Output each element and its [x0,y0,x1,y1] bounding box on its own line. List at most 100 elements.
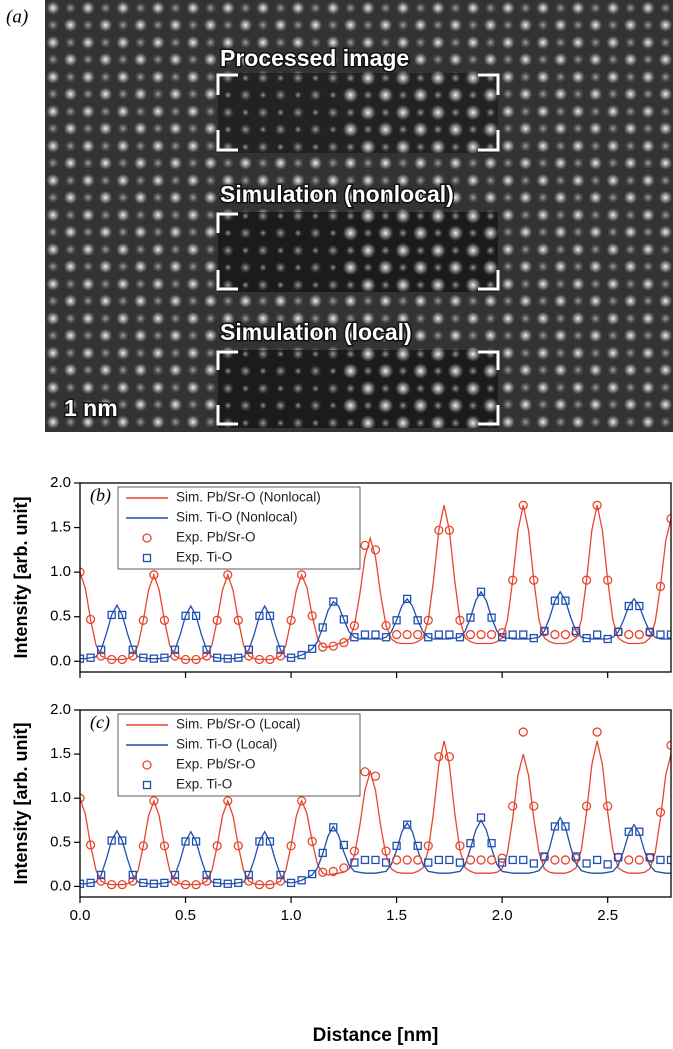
marker [318,623,327,632]
marker [603,575,613,585]
plot-area [80,500,671,665]
marker [275,651,286,661]
marker [86,653,95,662]
legend-box [117,486,361,570]
marker [581,575,592,585]
marker [244,876,254,886]
legend-swatch [142,780,152,790]
marker [465,629,476,640]
marker [497,858,507,867]
marker [497,633,507,642]
marker [486,855,497,865]
marker [296,570,307,580]
marker [518,500,528,510]
marker [339,637,349,648]
marker [571,626,581,636]
marker [381,846,391,856]
marker [138,841,148,851]
marker [286,841,296,851]
marker [550,629,560,640]
marker [107,880,117,890]
marker [339,615,348,624]
marker [234,653,243,662]
marker [455,858,465,867]
marker [318,642,328,652]
marker [392,841,401,850]
marker [360,767,370,777]
marker [265,654,275,665]
legend-label: Sim. Pb/Sr-O (Nonlocal) [176,490,321,505]
marker [265,837,275,846]
marker [107,654,117,665]
marker [455,633,465,642]
marker [655,581,666,592]
panel-label: (c) [90,712,110,733]
marker [181,611,190,620]
marker [276,870,285,880]
marker [349,846,360,856]
marker [350,858,359,867]
x-tick-label: 0.5 [175,907,196,924]
marker [212,841,222,851]
marker [318,848,327,858]
marker [244,870,254,880]
marker [403,594,412,604]
marker [118,836,127,845]
marker [128,645,137,654]
marker [223,654,232,663]
legend: Sim. Pb/Sr-O (Local) Sim. Ti-O (Local) Exp… [117,713,361,797]
scale-bar [62,432,160,440]
marker [160,878,169,888]
marker [223,879,232,888]
marker [213,878,222,888]
marker [624,827,633,836]
marker [191,611,201,620]
inset-local [218,350,498,428]
marker [476,629,486,640]
marker [159,615,170,625]
marker [381,858,391,867]
marker [423,615,433,625]
marker [170,876,180,886]
marker [349,620,360,631]
marker [645,627,655,637]
marker [476,587,486,596]
marker [624,601,633,611]
x-tick-label: 0.0 [70,907,91,924]
marker [128,876,138,886]
marker [392,616,401,625]
marker [634,629,644,640]
x-axis-label: Distance [nm] [313,1025,439,1046]
marker [666,740,671,750]
marker [455,841,465,851]
marker [329,597,338,606]
marker [339,840,348,850]
marker [518,727,528,737]
marker [413,855,423,865]
y-tick-label: 0.5 [50,608,71,625]
inset-nonlocal [218,212,498,292]
marker [254,654,265,665]
marker [128,870,137,880]
y-tick-label: 0.0 [50,652,71,669]
marker [603,634,612,644]
marker [170,645,180,654]
marker [529,859,538,868]
series-line [80,816,671,885]
x-tick-label: 2.5 [597,907,618,924]
x-tick-label: 2.0 [492,907,513,924]
marker [582,633,591,643]
marker [614,853,623,862]
marker [350,633,359,642]
y-tick-label: 1.5 [50,519,71,536]
y-tick-label: 1.5 [50,745,71,762]
marker [244,645,254,654]
marker [519,630,528,639]
marker [444,525,455,535]
marker [328,641,338,651]
marker [434,855,443,865]
marker [497,853,507,863]
marker [181,837,190,846]
marker [275,876,286,886]
